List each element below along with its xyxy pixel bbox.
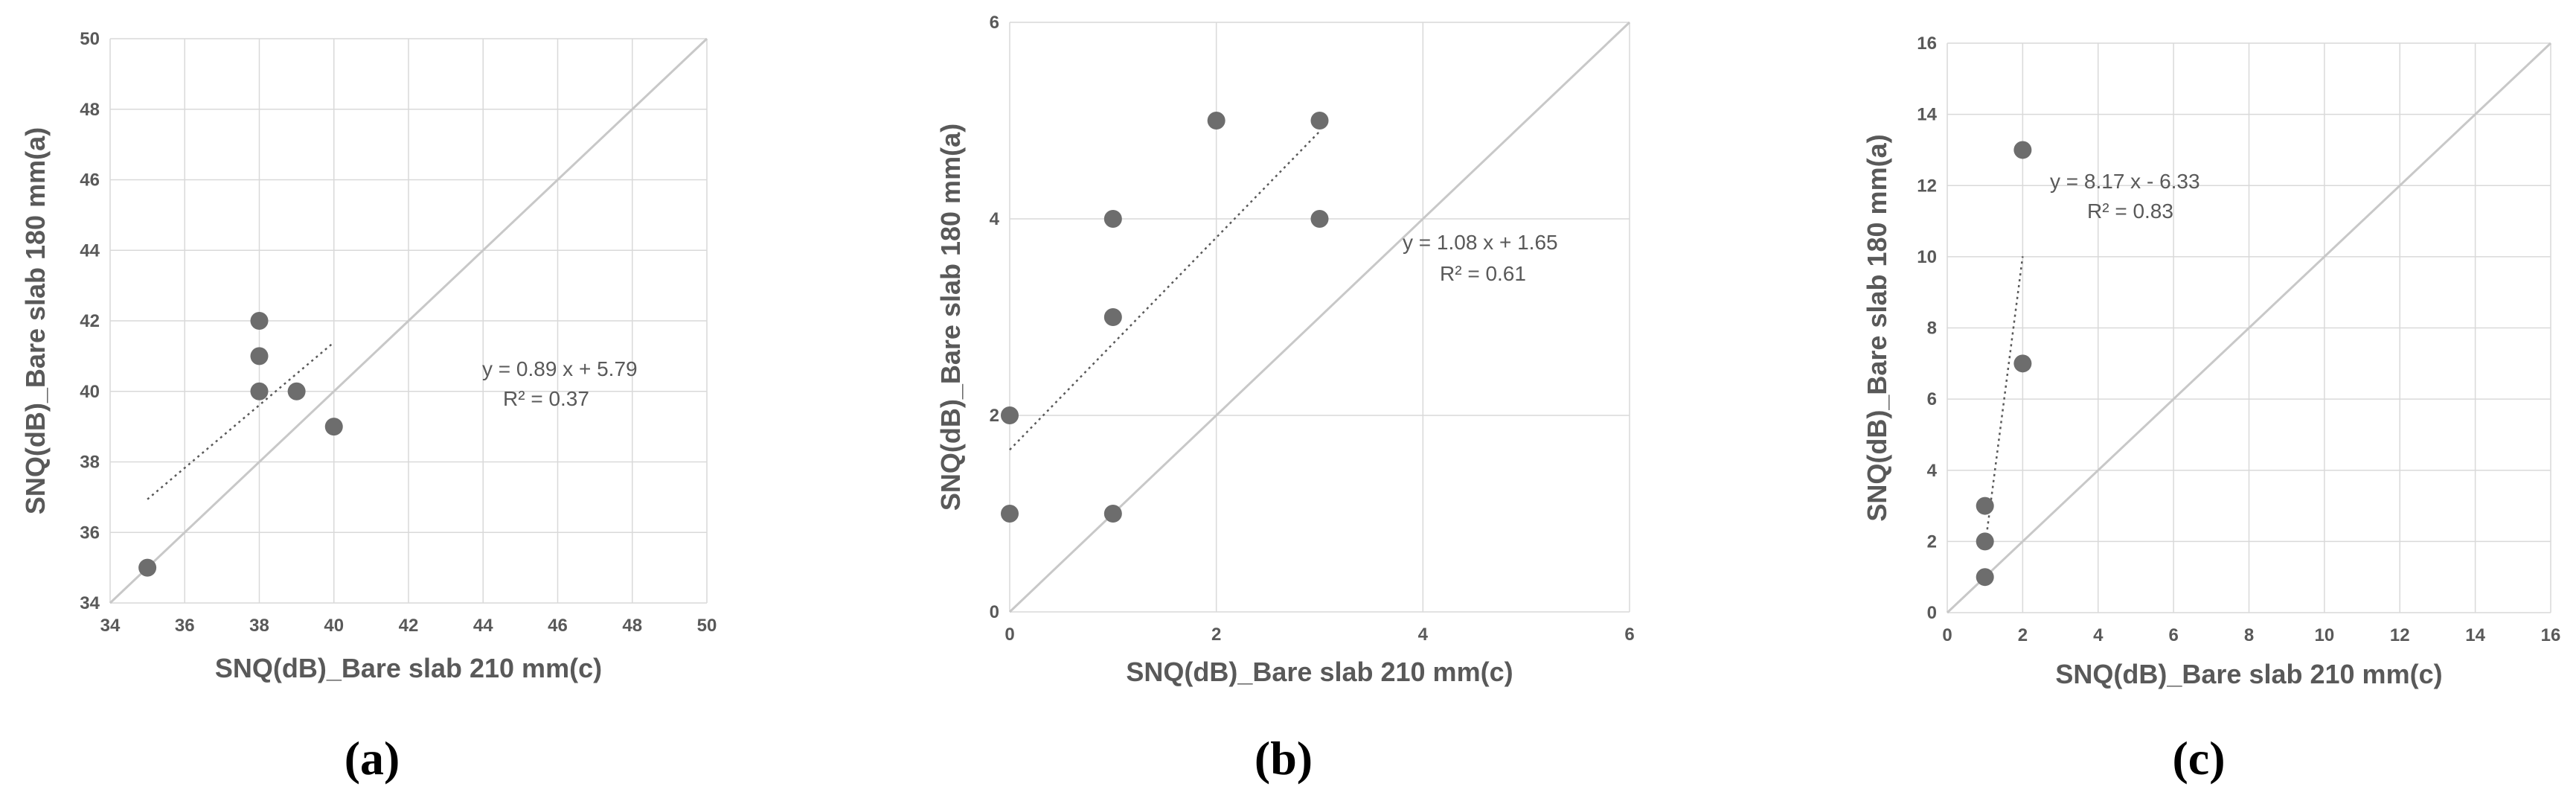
data-point [1103,308,1122,326]
x-tick-label: 50 [697,616,717,636]
y-tick-label: 38 [80,453,100,473]
data-point [287,382,306,400]
y-tick-label: 4 [1927,461,1938,481]
data-point [2013,141,2032,159]
r-squared-label: R² = 0.61 [1440,262,1526,285]
y-tick-label: 16 [1917,33,1937,54]
x-tick-label: 8 [2244,625,2254,645]
data-point [1207,112,1225,130]
data-point [1001,505,1019,523]
y-axis-label: SNQ(dB)_Bare slab 180 mm(a) [1862,134,1892,521]
y-tick-label: 44 [80,240,100,261]
r-squared-label: R² = 0.37 [503,387,589,410]
trendline [147,341,335,500]
x-axis-label: SNQ(dB)_Bare slab 210 mm(c) [215,653,602,683]
y-tick-label: 0 [1927,603,1937,623]
y-tick-label: 12 [1917,176,1937,196]
y-tick-label: 0 [990,602,999,622]
y-tick-label: 48 [80,100,100,120]
y-tick-label: 6 [990,13,999,33]
x-tick-label: 0 [1942,625,1952,645]
x-tick-label: 2 [2018,625,2028,645]
data-point [1001,406,1019,424]
reference-line [109,37,708,604]
x-tick-label: 44 [473,616,493,636]
y-tick-label: 42 [80,311,100,331]
x-tick-label: 38 [249,616,269,636]
trendline-equation: y = 0.89 x + 5.79 [482,357,638,380]
x-tick-label: 0 [1005,625,1014,645]
y-tick-label: 46 [80,170,100,191]
x-tick-label: 6 [1624,625,1634,645]
x-tick-label: 34 [100,616,121,636]
x-axis-label: SNQ(dB)_Bare slab 210 mm(c) [1126,657,1513,687]
y-tick-label: 8 [1927,319,1937,339]
data-point [250,347,269,366]
r-squared-label: R² = 0.83 [2087,200,2173,223]
chart-panel: 34 36 38 40 42 44 46 48 50 34 36 38 40 42 44 46 48 50 y = … [20,29,717,785]
y-tick-label: 10 [1917,247,1937,267]
trendline-equation: y = 8.17 x - 6.33 [2050,170,2200,193]
trendline-equation: y = 1.08 x + 1.65 [1403,231,1558,254]
data-point [1310,210,1329,228]
x-axis-label: SNQ(dB)_Bare slab 210 mm(c) [2055,659,2442,689]
x-tick-label: 12 [2390,625,2410,645]
y-tick-label: 2 [990,406,999,426]
reference-line [1946,42,2552,614]
data-point [1976,497,1994,515]
data-point [1310,112,1329,130]
trendline [1009,130,1321,451]
panel-label: (b) [1255,732,1313,785]
y-tick-label: 4 [990,209,1000,229]
x-tick-label: 36 [175,616,195,636]
data-point [1103,210,1122,228]
y-tick-label: 36 [80,523,100,543]
x-tick-label: 46 [548,616,568,636]
trendline [1984,256,2024,548]
panel-label: (a) [345,732,400,785]
y-tick-label: 6 [1927,389,1937,409]
data-point [1976,532,1994,551]
x-tick-label: 4 [2093,625,2104,645]
y-tick-label: 50 [80,29,100,49]
x-tick-label: 14 [2465,625,2485,645]
reference-line [1008,21,1631,613]
x-tick-label: 10 [2315,625,2335,645]
data-point [1976,568,1994,587]
data-point [324,418,343,436]
y-tick-label: 40 [80,382,100,402]
data-point [138,558,157,577]
x-tick-label: 16 [2541,625,2561,645]
x-tick-label: 48 [622,616,642,636]
data-point [2013,354,2032,373]
x-tick-label: 2 [1211,625,1221,645]
panel-label: (c) [2172,732,2225,785]
y-tick-label: 34 [80,593,100,613]
chart-panel: 0 2 4 6 0 2 4 6 y = 1.08 x + 1.65 R² = 0.61 SNQ(dB… [935,13,1635,785]
x-tick-label: 6 [2168,625,2178,645]
x-tick-label: 40 [324,616,344,636]
y-axis-label: SNQ(dB)_Bare slab 180 mm(a) [20,127,51,514]
y-tick-label: 14 [1917,105,1937,125]
chart-panel: 0 2 4 6 8 10 12 14 16 0 2 4 6 8 10 12 14 16 y = 8.17 x - 6… [1862,33,2560,785]
x-tick-label: 42 [399,616,419,636]
data-point [250,382,269,400]
data-point [1103,505,1122,523]
y-axis-label: SNQ(dB)_Bare slab 180 mm(a) [935,124,966,511]
y-tick-label: 2 [1927,532,1937,552]
data-point [250,312,269,330]
x-tick-label: 4 [1418,625,1429,645]
